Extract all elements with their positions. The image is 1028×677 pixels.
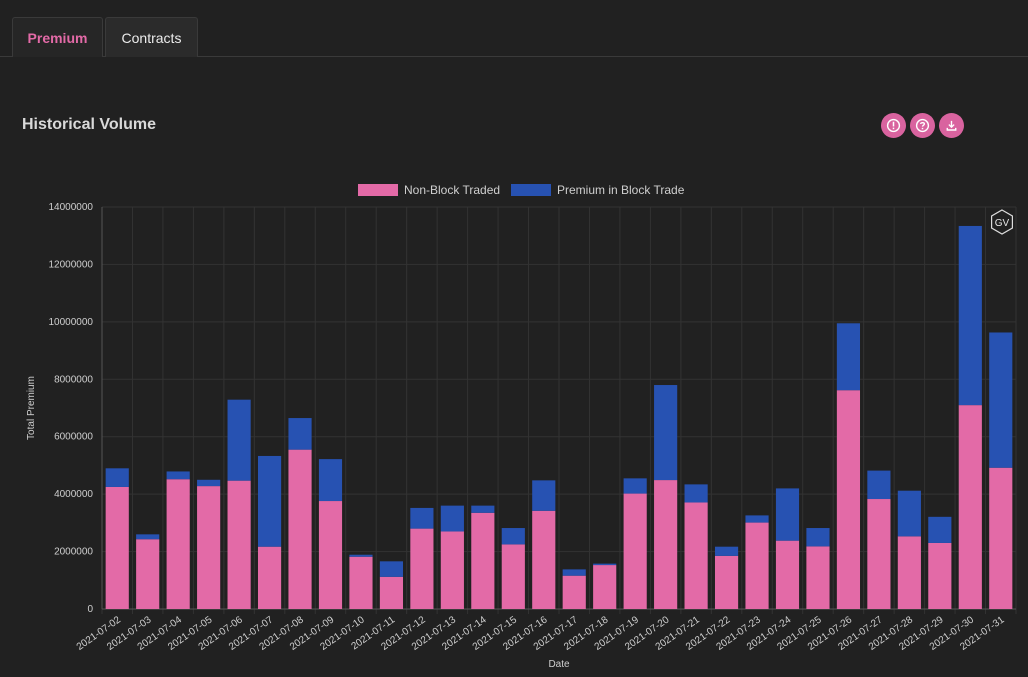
bar-non-block[interactable] (257, 546, 282, 609)
bar-non-block[interactable] (714, 555, 739, 609)
help-icon (915, 118, 930, 133)
bar-non-block[interactable] (958, 405, 982, 609)
bar-non-block[interactable] (989, 467, 1013, 609)
y-tick-label: 10000000 (49, 317, 94, 328)
download-button[interactable] (939, 113, 964, 138)
legend-swatch[interactable] (358, 184, 398, 196)
historical-volume-chart: 0 2000000 4000000 6000000 8000000 10000000 120… (26, 183, 1017, 670)
bar-non-block[interactable] (105, 486, 129, 609)
watermark-logo: GV (990, 209, 1014, 235)
x-axis-title: Date (548, 659, 570, 670)
bar-non-block[interactable] (593, 565, 617, 609)
bar-block[interactable] (714, 546, 739, 556)
bar-non-block[interactable] (562, 575, 586, 609)
watermark-text: GV (995, 218, 1010, 229)
tab-bar: Premium Contracts (0, 0, 1028, 57)
bar-non-block[interactable] (166, 479, 190, 609)
bar-non-block[interactable] (928, 542, 952, 609)
bar-block[interactable] (623, 478, 647, 494)
bar-non-block[interactable] (136, 539, 160, 609)
help-button[interactable] (910, 113, 935, 138)
bar-non-block[interactable] (471, 512, 495, 609)
bar-non-block[interactable] (623, 493, 647, 609)
bar-block[interactable] (379, 561, 404, 577)
bar-non-block[interactable] (501, 544, 525, 609)
bar-block[interactable] (288, 418, 312, 450)
bar-non-block[interactable] (227, 480, 251, 609)
bar-block[interactable] (197, 479, 221, 487)
bar-non-block[interactable] (806, 546, 830, 609)
bar-block[interactable] (166, 471, 190, 480)
bar-non-block[interactable] (654, 480, 678, 609)
bar-block[interactable] (928, 516, 952, 543)
bar-block[interactable] (532, 480, 556, 511)
bar-non-block[interactable] (440, 531, 464, 609)
bar-non-block[interactable] (836, 390, 861, 609)
bar-non-block[interactable] (775, 540, 800, 609)
bar-block[interactable] (654, 385, 678, 481)
tab-contracts[interactable]: Contracts (105, 17, 198, 57)
bar-block[interactable] (136, 534, 160, 540)
download-icon (946, 120, 957, 131)
bar-block[interactable] (349, 554, 373, 557)
y-tick-label: 12000000 (49, 259, 94, 270)
bar-non-block[interactable] (532, 510, 556, 609)
bar-block[interactable] (775, 488, 800, 541)
bar-non-block[interactable] (867, 499, 891, 609)
bar-block[interactable] (897, 490, 921, 537)
bar-block[interactable] (318, 459, 343, 502)
bars (105, 225, 1013, 609)
bar-block[interactable] (257, 455, 282, 547)
bar-block[interactable] (989, 332, 1013, 468)
bar-block[interactable] (227, 399, 251, 481)
panel-title: Historical Volume (22, 116, 156, 133)
bar-non-block[interactable] (318, 501, 343, 609)
legend-label[interactable]: Premium in Block Trade (557, 183, 685, 197)
bar-block[interactable] (105, 468, 129, 487)
bar-block[interactable] (745, 515, 769, 523)
bar-block[interactable] (806, 528, 830, 547)
legend-label[interactable]: Non-Block Traded (404, 183, 500, 197)
bar-non-block[interactable] (410, 528, 434, 609)
legend: Non-Block Traded Premium in Block Trade (358, 183, 685, 197)
bar-block[interactable] (471, 505, 495, 513)
y-tick-label: 2000000 (54, 547, 93, 558)
info-button[interactable] (881, 113, 906, 138)
tab-premium[interactable]: Premium (12, 17, 103, 57)
bar-block[interactable] (593, 563, 617, 566)
bar-block[interactable] (562, 569, 586, 576)
bar-block[interactable] (440, 505, 464, 532)
bar-non-block[interactable] (684, 502, 708, 609)
y-tick-label: 8000000 (54, 374, 93, 385)
bar-non-block[interactable] (379, 576, 404, 609)
bar-non-block[interactable] (897, 536, 921, 609)
bar-non-block[interactable] (197, 486, 221, 609)
y-tick-label: 4000000 (54, 489, 93, 500)
info-icon (886, 118, 901, 133)
y-tick-label: 6000000 (54, 432, 93, 443)
bar-non-block[interactable] (745, 522, 769, 609)
bar-block[interactable] (684, 484, 708, 503)
bar-block[interactable] (958, 225, 982, 406)
bar-non-block[interactable] (349, 556, 373, 609)
watermark-hexagon (990, 209, 1014, 235)
y-tick-label: 14000000 (49, 202, 94, 213)
bar-block[interactable] (836, 323, 861, 391)
y-tick-label: 0 (87, 604, 93, 615)
legend-swatch[interactable] (511, 184, 551, 196)
bar-block[interactable] (410, 507, 434, 529)
bar-block[interactable] (867, 470, 891, 500)
y-axis-title: Total Premium (26, 376, 37, 440)
bar-non-block[interactable] (288, 449, 312, 609)
bar-block[interactable] (501, 528, 525, 545)
